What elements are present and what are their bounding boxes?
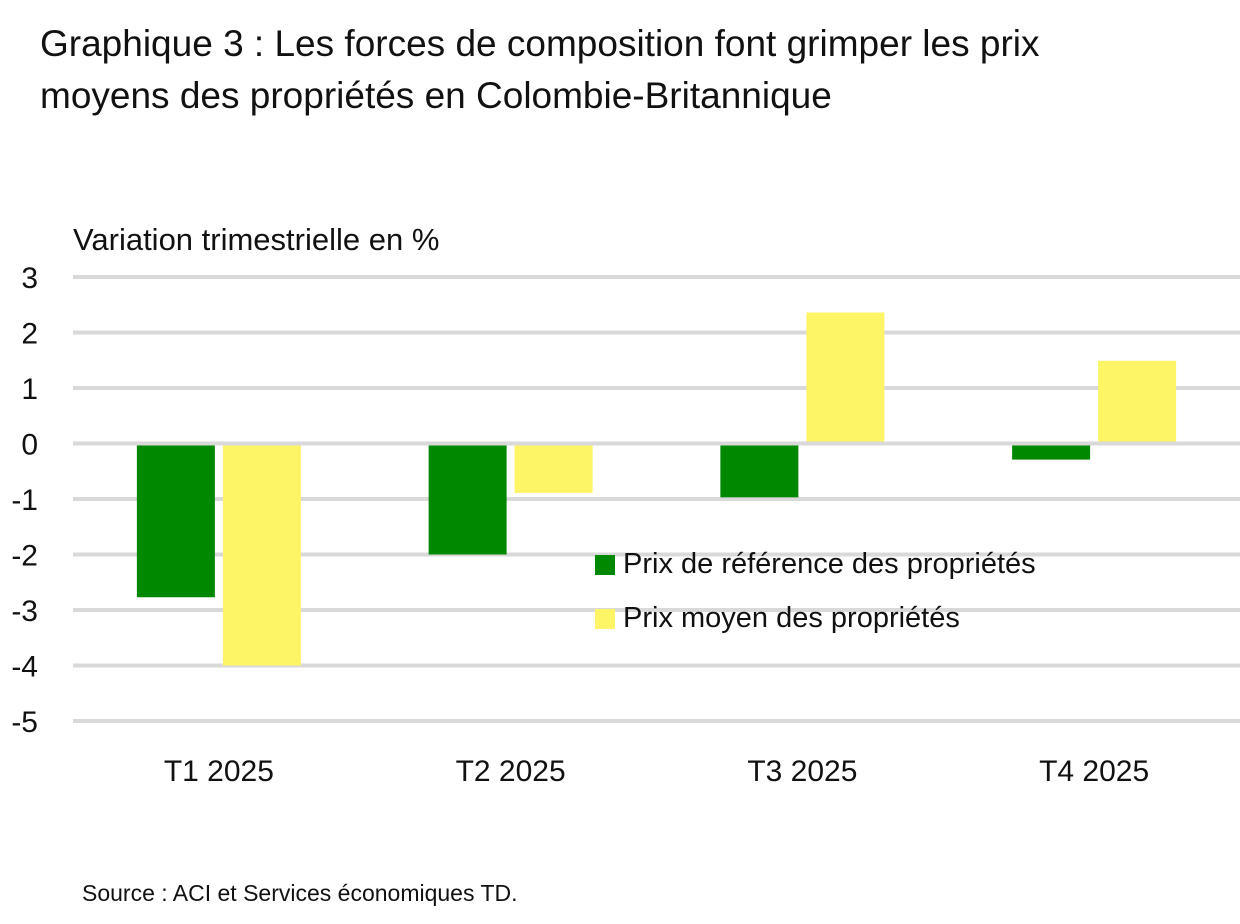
legend-label-average: Prix moyen des propriétés [623,602,960,634]
bar-average [514,445,593,493]
chart-title: Graphique 3 : Les forces de composition … [40,23,1040,116]
y-tick-label: -4 [11,651,38,684]
bar-reference [720,445,799,498]
y-tick-label: -2 [11,540,38,573]
bar-reference [1012,445,1091,460]
bar-average [1098,360,1177,442]
y-tick-label: 1 [21,373,38,406]
x-tick-label: T3 2025 [747,755,857,788]
x-tick-label: T4 2025 [1039,755,1149,788]
y-tick-label: 0 [21,429,38,462]
bar-reference [136,445,215,598]
y-tick-label: 2 [21,318,38,351]
bar-average [222,445,301,666]
y-tick-label: -1 [11,484,38,517]
source-note: Source : ACI et Services économiques TD. [82,880,518,906]
y-tick-label: -3 [11,595,38,628]
bar-average [806,312,885,442]
y-tick-label: 3 [21,262,38,295]
bar-reference [428,445,507,555]
legend-swatch-reference [595,554,615,575]
x-tick-label: T2 2025 [456,755,566,788]
legend-item-reference: Prix de référence des propriétés [595,548,1036,581]
y-axis-label: Variation trimestrielle en % [73,222,440,257]
legend-label-reference: Prix de référence des propriétés [623,548,1036,580]
x-tick-label: T1 2025 [164,755,274,788]
legend-swatch-average [595,608,615,629]
legend-item-average: Prix moyen des propriétés [595,602,960,635]
y-tick-label: -5 [11,706,38,739]
